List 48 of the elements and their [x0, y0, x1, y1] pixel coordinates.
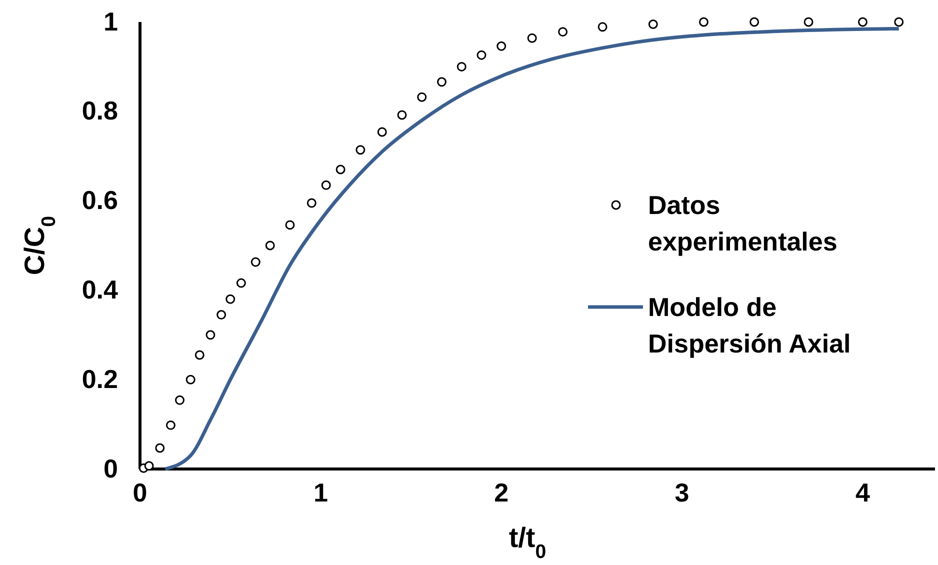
y-tick-label: 0.8 [82, 96, 118, 126]
y-tick-label: 0.6 [82, 185, 118, 216]
point [456, 62, 466, 72]
y-tick-label: 0 [104, 453, 118, 484]
x-tick-label: 0 [132, 477, 148, 508]
point [437, 77, 446, 87]
y-tick-label: 1 [104, 6, 118, 36]
y-tick-label: 0.4 [82, 274, 119, 305]
point [377, 127, 387, 137]
point [236, 278, 246, 288]
point [397, 110, 407, 120]
point [321, 180, 331, 190]
point [206, 330, 216, 340]
point [496, 41, 506, 51]
point [356, 145, 366, 155]
x-axis-title: t/t$_{0}$ [508, 522, 546, 563]
point [194, 350, 204, 360]
point [175, 395, 184, 405]
point [894, 17, 904, 27]
point [698, 17, 708, 27]
point [166, 420, 176, 430]
point [648, 20, 658, 29]
point [598, 22, 608, 32]
point [527, 33, 537, 43]
point [144, 461, 154, 471]
x-tick-label: 2 [494, 477, 509, 508]
point [250, 257, 260, 267]
point [750, 17, 760, 27]
x-tick-label: 1 [313, 477, 328, 508]
point [216, 310, 226, 320]
point [476, 50, 486, 60]
point [558, 27, 568, 37]
line-series [164, 26, 901, 471]
point [306, 198, 316, 208]
x-tick-label: 4 [855, 477, 870, 508]
y-tick-label: 0.2 [82, 364, 118, 394]
point [155, 443, 165, 453]
point [336, 164, 346, 174]
point [186, 374, 196, 384]
point [226, 294, 236, 304]
legend-label: Modelo de Dispersión Axial [648, 292, 851, 358]
point [804, 17, 814, 27]
x-tick-label: 3 [674, 477, 690, 508]
point [285, 220, 295, 230]
point [858, 17, 868, 27]
legend-label: Datos experimentales [648, 190, 838, 256]
point [265, 240, 275, 250]
point [417, 92, 427, 102]
